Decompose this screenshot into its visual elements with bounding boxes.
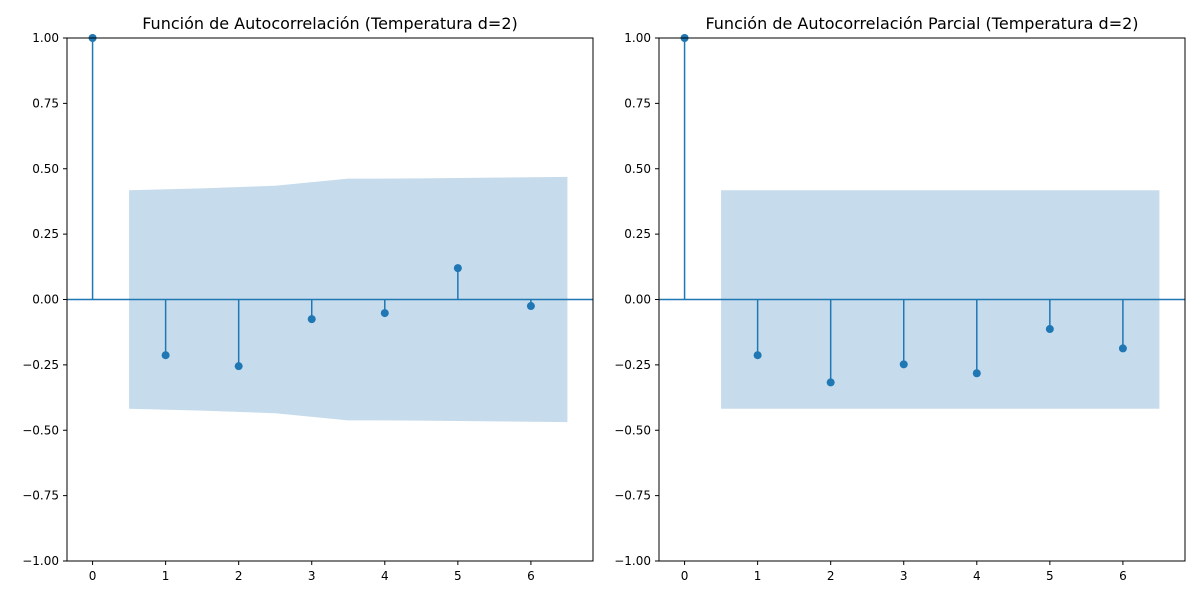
pacf-ytick-label: 0.75 <box>624 96 651 110</box>
pacf-point-3 <box>899 360 908 369</box>
acf-xtick-label: 6 <box>527 569 535 583</box>
pacf-ytick-label: 1.00 <box>624 31 651 45</box>
acf-xtick-label: 0 <box>89 569 97 583</box>
pacf-xtick-label: 2 <box>827 569 835 583</box>
acf-ytick-label: 0.00 <box>32 293 59 307</box>
pacf-ytick-label: −1.00 <box>614 554 651 568</box>
pacf-panel: Función de Autocorrelación Parcial (Temp… <box>614 14 1186 583</box>
pacf-stems <box>680 34 1127 387</box>
pacf-point-6 <box>1118 344 1127 353</box>
pacf-ytick-label: −0.50 <box>614 423 651 437</box>
pacf-xtick-label: 1 <box>754 569 762 583</box>
pacf-xtick-label: 6 <box>1119 569 1127 583</box>
acf-point-3 <box>307 315 316 324</box>
acf-ytick-label: 0.25 <box>32 227 59 241</box>
pacf-ytick-label: −0.75 <box>614 489 651 503</box>
acf-xtick-label: 2 <box>235 569 243 583</box>
pacf-ytick-label: 0.50 <box>624 162 651 176</box>
pacf-xtick-label: 3 <box>900 569 908 583</box>
acf-point-5 <box>453 264 462 273</box>
pacf-xtick-label: 5 <box>1046 569 1054 583</box>
pacf-y-ticks: −1.00 −0.75 −0.50 −0.25 0.00 0.25 0.50 0.75 1.00 <box>614 31 659 568</box>
pacf-ytick-label: 0.00 <box>624 293 651 307</box>
acf-xtick-label: 4 <box>381 569 389 583</box>
pacf-title: Función de Autocorrelación Parcial (Temp… <box>705 14 1138 33</box>
pacf-xtick-label: 4 <box>973 569 981 583</box>
pacf-ytick-label: 0.25 <box>624 227 651 241</box>
acf-point-1 <box>161 351 170 360</box>
acf-x-ticks: 0 1 2 3 4 5 6 <box>89 561 535 583</box>
acf-ytick-label: 0.50 <box>32 162 59 176</box>
pacf-x-ticks: 0 1 2 3 4 5 6 <box>681 561 1127 583</box>
pacf-xtick-label: 0 <box>681 569 689 583</box>
acf-ytick-label: −0.75 <box>22 489 59 503</box>
acf-panel: Función de Autocorrelación (Temperatura … <box>22 14 594 583</box>
acf-ytick-label: −0.50 <box>22 423 59 437</box>
acf-point-2 <box>234 362 243 371</box>
acf-ytick-label: 1.00 <box>32 31 59 45</box>
acf-point-4 <box>380 309 389 318</box>
acf-stems <box>88 34 535 371</box>
pacf-point-5 <box>1045 325 1054 334</box>
acf-y-ticks: −1.00 −0.75 −0.50 −0.25 0.00 0.25 0.50 0.75 1.00 <box>22 31 67 568</box>
acf-xtick-label: 1 <box>162 569 170 583</box>
acf-point-6 <box>526 302 535 311</box>
pacf-point-1 <box>753 351 762 360</box>
acf-ytick-label: 0.75 <box>32 96 59 110</box>
pacf-point-2 <box>826 378 835 387</box>
acf-ytick-label: −0.25 <box>22 358 59 372</box>
pacf-ytick-label: −0.25 <box>614 358 651 372</box>
acf-ytick-label: −1.00 <box>22 554 59 568</box>
acf-title: Función de Autocorrelación (Temperatura … <box>142 14 518 33</box>
pacf-point-4 <box>972 369 981 378</box>
acf-xtick-label: 3 <box>308 569 316 583</box>
acf-xtick-label: 5 <box>454 569 462 583</box>
